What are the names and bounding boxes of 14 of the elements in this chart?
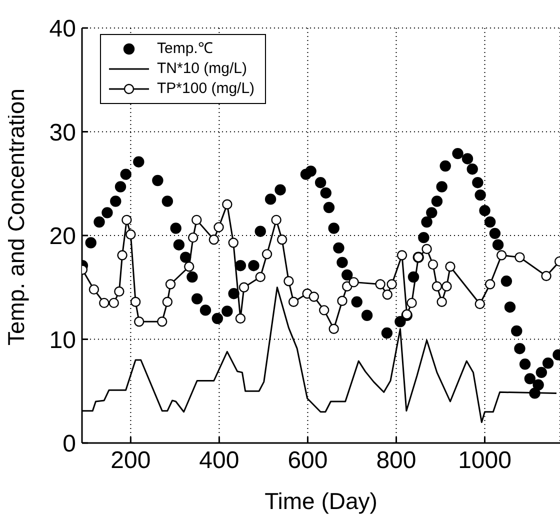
x-tick-label: 400 (199, 447, 240, 474)
y-tick-label: 20 (49, 223, 76, 250)
legend-label: Temp.℃ (157, 39, 213, 59)
x-tick-label: 200 (110, 447, 151, 474)
y-tick-label: 0 (62, 430, 76, 458)
x-axis-title: Time (Day) (264, 488, 378, 514)
y-tick-label: 10 (49, 326, 76, 354)
x-tick-label: 1000 (458, 447, 512, 474)
legend-label: TP*100 (mg/L) (157, 79, 255, 99)
x-tick-label: 600 (288, 447, 328, 474)
y-tick-label: 30 (49, 119, 76, 146)
legend-label: TN*10 (mg/L) (157, 59, 248, 79)
y-tick-label: 40 (49, 16, 76, 43)
x-tick-label: 800 (376, 447, 416, 474)
